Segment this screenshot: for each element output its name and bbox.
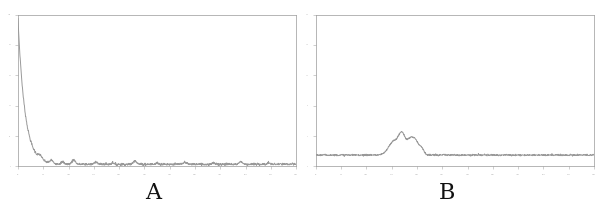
Text: A: A [145,182,161,204]
Text: B: B [439,182,455,204]
